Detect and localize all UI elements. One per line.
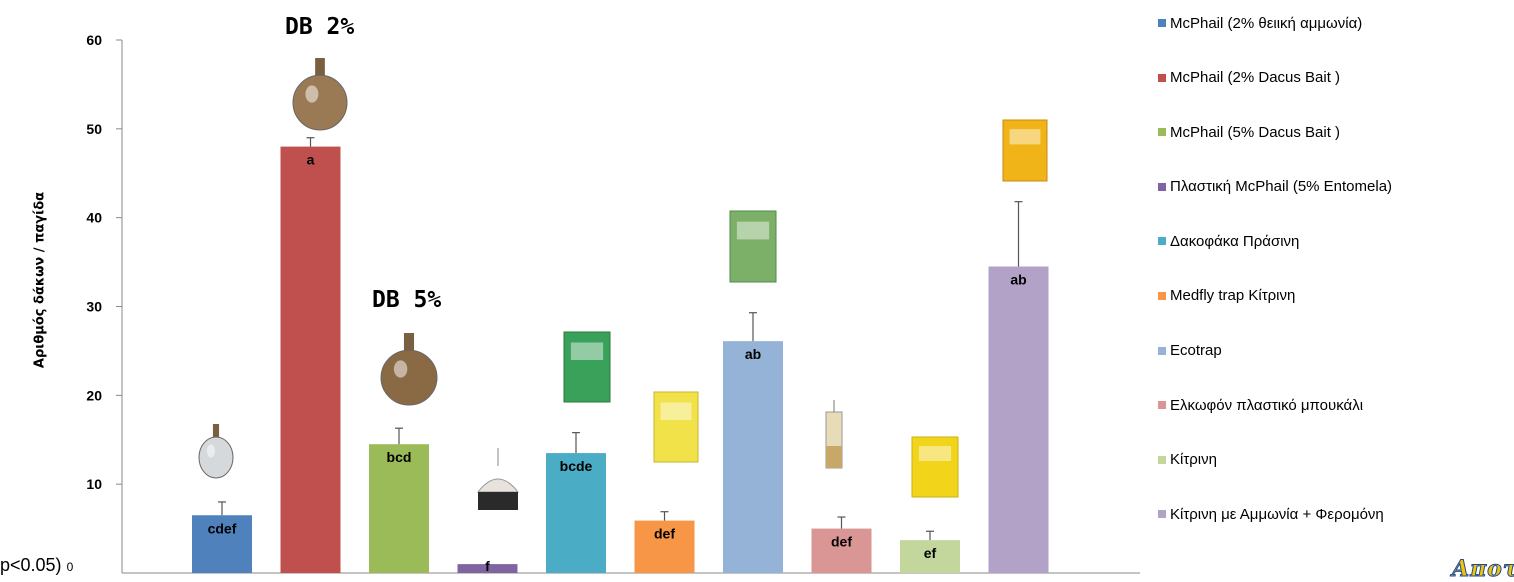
db5-callout: DB 5%: [372, 287, 442, 313]
legend-label: Medfly trap Κίτρινη: [1170, 287, 1296, 305]
zero-tick-label: 0: [66, 560, 74, 574]
y-tick-label: 10: [86, 476, 102, 492]
legend-item: Κίτρινη: [1158, 445, 1392, 475]
significance-letter: def: [831, 534, 852, 550]
significance-letter: ab: [1010, 272, 1026, 288]
legend-label: Ελκωφόν πλαστικό μπουκάλι: [1170, 396, 1364, 414]
y-tick-label: 40: [86, 210, 102, 226]
legend-item: McPhail (2% θειική αμμωνία): [1158, 8, 1392, 38]
y-tick-label: 50: [86, 121, 102, 137]
significance-letter: bcd: [387, 449, 412, 465]
legend-label: McPhail (2% Dacus Bait ): [1170, 69, 1341, 87]
y-tick-label: 60: [86, 32, 102, 48]
legend-label: Πλαστική McPhail (5% Entomela): [1170, 178, 1393, 196]
trap-bag-picture: [563, 331, 611, 403]
p-value-note: p<0.05) 0: [0, 555, 73, 576]
y-tick-label: 20: [86, 387, 102, 403]
y-axis-label: Αριθμός δάκων / παγίδα: [32, 191, 48, 369]
significance-letter: ab: [745, 346, 761, 362]
trap-bottle-picture: [380, 333, 438, 406]
trap-bag-picture: [729, 210, 777, 283]
bar-group: ab: [988, 201, 1049, 573]
legend-item: Κίτρινη με Αμμωνία + Φερομόνη: [1158, 499, 1392, 529]
legend-swatch: [1158, 401, 1166, 410]
bar-group: bcd: [369, 427, 429, 573]
p-value-text: p<0.05): [0, 555, 62, 575]
plastic-mcphail-picture: [476, 448, 520, 510]
bar: [634, 520, 695, 573]
legend-swatch: [1158, 346, 1166, 355]
bars: cdef a bcd f bcde def ab def ef ab: [192, 137, 1049, 574]
legend-label: Κίτρινη: [1170, 451, 1217, 469]
bar-chart: 10 20 30 40 50 60 cdef a bcd f bcde def ab def ef ab: [86, 32, 1140, 574]
bar: [988, 266, 1049, 573]
bar-group: ab: [723, 312, 783, 573]
bar-group: a: [280, 137, 341, 573]
legend-label: Κίτρινη με Αμμωνία + Φερομόνη: [1170, 505, 1384, 523]
legend-item: McPhail (2% Dacus Bait ): [1158, 63, 1392, 93]
significance-letter: cdef: [208, 520, 237, 536]
significance-letter: def: [654, 526, 675, 542]
trap-bag-picture: [1002, 119, 1048, 182]
trap-bottle-picture: [198, 424, 234, 479]
legend-swatch: [1158, 19, 1166, 27]
bar-group: def: [811, 516, 872, 573]
legend-swatch: [1158, 510, 1166, 519]
significance-letter: a: [307, 152, 315, 168]
legend-swatch: [1158, 455, 1166, 464]
legend-label: Δακοφάκα Πράσινη: [1170, 232, 1300, 250]
trap-bag-picture: [911, 436, 959, 498]
bar: [811, 528, 872, 573]
legend: McPhail (2% θειική αμμωνία) McPhail (2% D…: [1158, 8, 1392, 554]
bar: [546, 453, 606, 573]
legend-item: Πλαστική McPhail (5% Entomela): [1158, 172, 1392, 202]
significance-letter: f: [485, 558, 490, 574]
bar-group: f: [457, 558, 518, 574]
bar-group: cdef: [192, 501, 252, 573]
bar: [723, 341, 783, 573]
bar-group: bcde: [546, 432, 606, 573]
legend-label: Ecotrap: [1170, 342, 1222, 360]
legend-swatch: [1158, 182, 1166, 191]
brand-logo-text: Αποτ: [1452, 556, 1514, 582]
significance-letter: bcde: [560, 458, 593, 474]
bar: [280, 146, 341, 573]
bar-group: ef: [900, 530, 960, 573]
db2-callout: DB 2%: [285, 14, 355, 40]
legend-label: McPhail (5% Dacus Bait ): [1170, 123, 1341, 141]
legend-item: Δακοφάκα Πράσινη: [1158, 226, 1392, 256]
legend-item: Ecotrap: [1158, 336, 1392, 366]
trap-bag-picture: [653, 391, 699, 463]
legend-item: Ελκωφόν πλαστικό μπουκάλι: [1158, 390, 1392, 420]
significance-letter: ef: [924, 545, 937, 561]
trap-bottle-picture: [292, 58, 348, 131]
bar: [457, 564, 518, 573]
legend-item: McPhail (5% Dacus Bait ): [1158, 117, 1392, 147]
trap-pictures: [198, 58, 1048, 510]
legend-item: Medfly trap Κίτρινη: [1158, 281, 1392, 311]
legend-swatch: [1158, 291, 1166, 300]
y-tick-label: 30: [86, 299, 102, 315]
bar: [900, 540, 960, 573]
bar: [192, 515, 252, 573]
bottle-trap-picture: [825, 400, 843, 469]
y-axis: 10 20 30 40 50 60: [86, 32, 1140, 574]
legend-swatch: [1158, 73, 1166, 82]
legend-label: McPhail (2% θειική αμμωνία): [1170, 14, 1363, 32]
bar: [369, 444, 429, 573]
legend-swatch: [1158, 237, 1166, 246]
legend-swatch: [1158, 128, 1166, 137]
bar-group: def: [634, 511, 695, 573]
